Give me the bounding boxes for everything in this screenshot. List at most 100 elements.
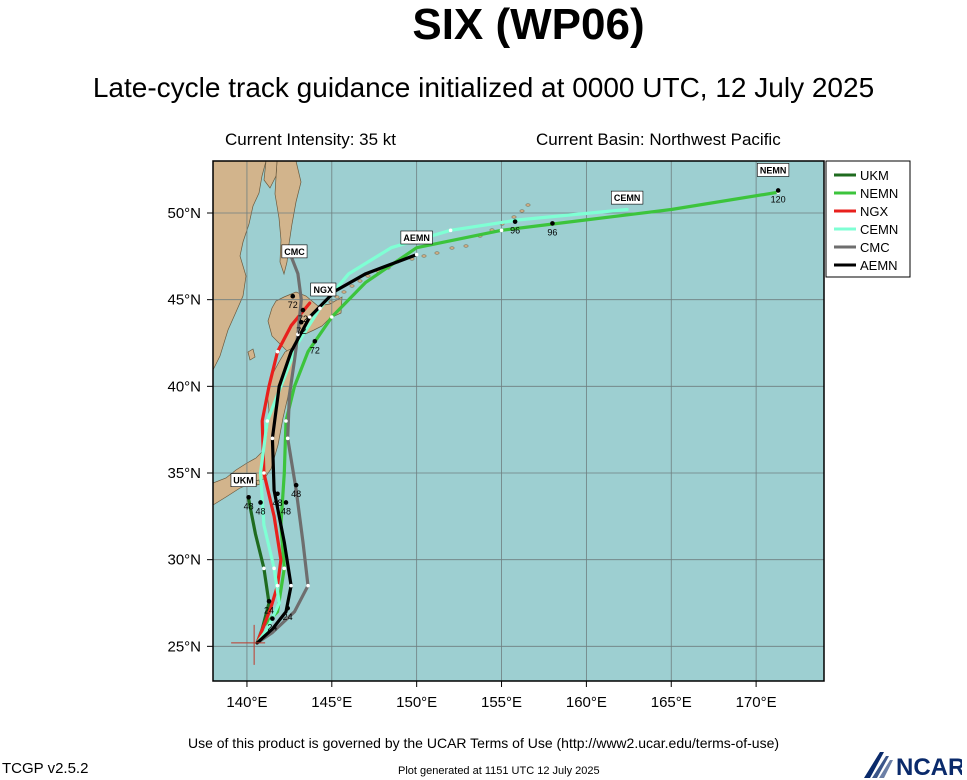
forecast-hour-label: 72 <box>296 326 306 336</box>
track-nemn <box>255 190 780 645</box>
track-dot <box>414 252 419 257</box>
legend-label-cmc: CMC <box>860 240 890 255</box>
end-label-ngx: NGX <box>314 285 334 295</box>
lon-tick-label: 140°E <box>226 694 267 711</box>
track-dot <box>265 419 270 423</box>
lon-tick-label: 170°E <box>736 694 777 711</box>
track-dot <box>448 228 453 233</box>
track-dot <box>262 471 266 475</box>
storm-title: SIX (WP06) <box>412 0 645 49</box>
guidance-subtitle: Late-cycle track guidance initialized at… <box>92 72 875 103</box>
forecast-hour-label: 96 <box>510 226 520 236</box>
ncar-logo-text: NCAR <box>896 754 962 780</box>
lat-tick-label: 30°N <box>167 552 201 569</box>
model-legend: UKM NEMN NGX CEMN CMC AEMN <box>825 160 911 278</box>
terms-of-use: Use of this product is governed by the U… <box>187 735 780 751</box>
plot-frame <box>212 160 825 682</box>
generated-time: Plot generated at 1151 UTC 12 July 2025 <box>398 765 600 777</box>
forecast-hour-label: 72 <box>298 314 308 324</box>
end-label-box <box>756 163 790 177</box>
island <box>519 209 525 213</box>
forecast-hour-dot <box>283 500 289 505</box>
legend-box <box>825 160 911 278</box>
lon-tick-label: 145°E <box>311 694 352 711</box>
lat-tick-label: 50°N <box>167 205 201 222</box>
forecast-hour-dot <box>550 221 555 226</box>
forecast-hour-dot <box>258 500 263 505</box>
island <box>357 279 363 283</box>
end-label-aemn: AEMN <box>403 233 430 243</box>
track-dot <box>499 228 504 233</box>
track-dot <box>289 583 293 588</box>
track-dot <box>282 566 287 571</box>
land-izu-oshima <box>255 479 261 486</box>
lon-tick-label: 165°E <box>651 694 692 711</box>
end-label-box <box>310 282 337 297</box>
forecast-hour-dot <box>246 494 251 500</box>
island <box>434 251 440 255</box>
forecast-hour-label: 120 <box>771 194 786 204</box>
forecast-hour-label: 24 <box>267 623 277 633</box>
track-dot <box>275 349 280 354</box>
forecast-hour-dot <box>512 219 518 224</box>
track-dot <box>307 315 312 319</box>
land-sakhalin <box>274 161 302 276</box>
track-ngx <box>255 301 312 645</box>
current-basin: Current Basin: Northwest Pacific <box>536 130 781 149</box>
axis-ticks: 140°E 145°E 150°E 155°E 160°E 165°E 170°E 25°N 3… <box>167 205 776 711</box>
track-dot <box>285 436 290 441</box>
forecast-hour-dot <box>266 598 272 604</box>
track-dot <box>296 332 300 337</box>
forecast-hour-label: 24 <box>283 612 293 622</box>
end-label-ukm: UKM <box>233 476 254 486</box>
end-label-box <box>230 473 257 487</box>
track-dot <box>306 583 310 588</box>
island <box>449 246 455 250</box>
forecast-hour-label: 48 <box>256 506 266 516</box>
forecast-hour-label: 72 <box>310 345 320 355</box>
island <box>365 274 371 278</box>
legend-label-cemn: CEMN <box>860 222 898 237</box>
island <box>328 300 334 304</box>
ncar-logo: NCAR <box>864 752 962 780</box>
lon-tick-label: 150°E <box>396 694 437 711</box>
island <box>349 284 355 288</box>
forecast-hour-label: 24 <box>264 605 274 615</box>
track-dot <box>275 583 280 588</box>
forecast-hour-dot <box>270 616 275 621</box>
forecast-hour-dot <box>312 338 318 344</box>
legend-label-aemn: AEMN <box>860 258 898 273</box>
lon-tick-label: 155°E <box>481 694 522 711</box>
island <box>511 215 517 219</box>
current-intensity: Current Intensity: 35 kt <box>225 130 397 149</box>
forecast-hour-label: 48 <box>244 501 254 511</box>
forecast-hour-label: 48 <box>291 489 301 499</box>
current-position-marker <box>231 624 266 665</box>
island <box>421 254 427 258</box>
forecast-hour-label: 48 <box>272 498 282 508</box>
tcgp-version: TCGP v2.5.2 <box>2 760 89 777</box>
forecast-hour-dot <box>275 491 280 497</box>
forecast-hour-label: 72 <box>288 300 298 310</box>
lat-lon-grid <box>213 161 824 681</box>
island <box>463 244 469 248</box>
lon-tick-label: 160°E <box>566 694 607 711</box>
forecast-hour-dot <box>285 605 290 611</box>
forecast-hour-dot <box>775 188 781 193</box>
end-label-nemn: NEMN <box>760 165 787 175</box>
track-dot <box>284 419 288 423</box>
lat-tick-label: 45°N <box>167 292 201 309</box>
forecast-hour-dot <box>298 319 304 325</box>
lat-tick-label: 35°N <box>167 465 201 482</box>
land-sado <box>247 348 256 361</box>
land-northern-coast <box>263 161 278 189</box>
end-label-box <box>400 230 433 245</box>
model-end-labels: UKM NEMN NGX CEMN CMC AEMN <box>230 163 790 487</box>
track-dot <box>262 566 266 571</box>
end-label-box <box>281 244 308 259</box>
island <box>334 295 340 299</box>
end-label-cmc: CMC <box>284 247 305 257</box>
legend-label-ukm: UKM <box>860 168 889 183</box>
end-label-box <box>611 190 644 205</box>
